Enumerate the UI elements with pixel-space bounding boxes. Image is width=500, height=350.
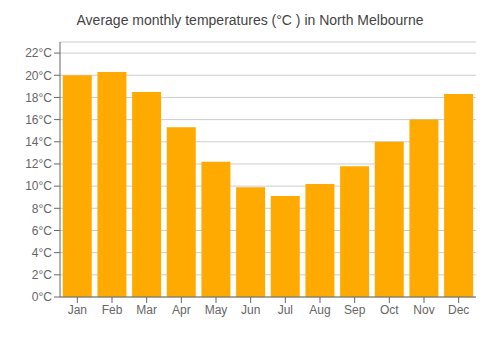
- svg-text:12°C: 12°C: [25, 157, 52, 171]
- svg-text:16°C: 16°C: [25, 113, 52, 127]
- svg-text:Oct: Oct: [380, 303, 399, 317]
- svg-text:0°C: 0°C: [32, 290, 52, 304]
- svg-text:Nov: Nov: [413, 303, 434, 317]
- svg-text:Jan: Jan: [68, 303, 87, 317]
- svg-text:Apr: Apr: [172, 303, 191, 317]
- svg-text:22°C: 22°C: [25, 46, 52, 60]
- svg-text:2°C: 2°C: [32, 268, 52, 282]
- html-text:Average monthly temperatures (: Average monthly temperatures (°C ) in No…: [76, 12, 424, 28]
- svg-text:10°C: 10°C: [25, 179, 52, 193]
- svg-text:Jun: Jun: [241, 303, 260, 317]
- svg-text:May: May: [205, 303, 228, 317]
- svg-text:Aug: Aug: [309, 303, 330, 317]
- svg-text:8°C: 8°C: [32, 202, 52, 216]
- svg-text:20°C: 20°C: [25, 69, 52, 83]
- svg-text:14°C: 14°C: [25, 135, 52, 149]
- svg-text:4°C: 4°C: [32, 246, 52, 260]
- svg-text:Dec: Dec: [448, 303, 469, 317]
- svg-text:6°C: 6°C: [32, 224, 52, 238]
- svg-text:Jul: Jul: [278, 303, 293, 317]
- svg-text:Feb: Feb: [102, 303, 123, 317]
- svg-text:Mar: Mar: [136, 303, 157, 317]
- svg-text:18°C: 18°C: [25, 91, 52, 105]
- svg-text:Sep: Sep: [344, 303, 366, 317]
